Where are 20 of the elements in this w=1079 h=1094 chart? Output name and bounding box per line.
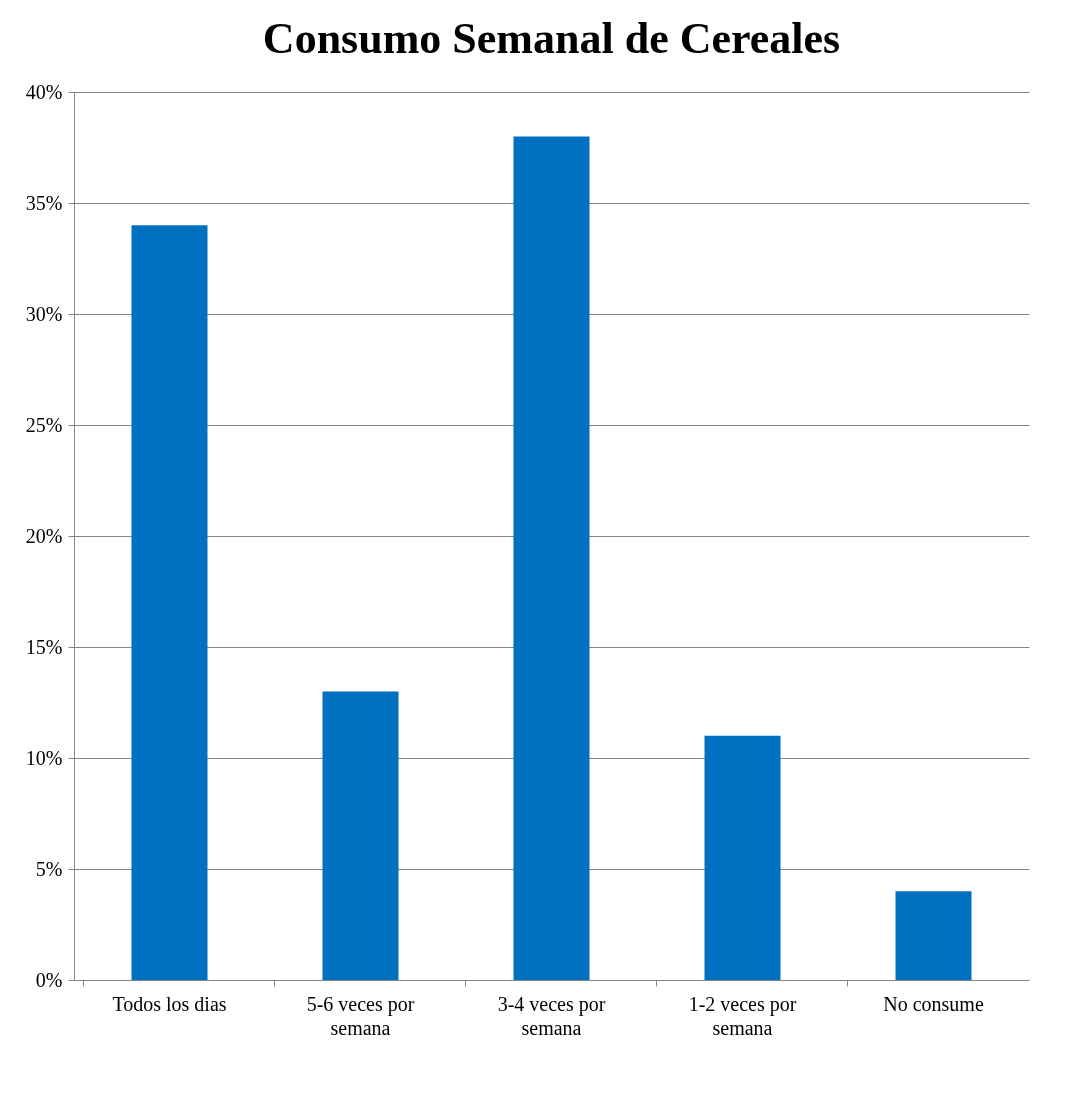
x-tick-label: 3-4 veces por semana bbox=[497, 992, 606, 1039]
x-tick-label: Todos los dias bbox=[112, 992, 227, 1015]
bar bbox=[131, 225, 208, 980]
y-tick-label: 25% bbox=[25, 413, 63, 436]
x-tick-label: 5-6 veces por semana bbox=[306, 992, 415, 1039]
bar bbox=[704, 735, 781, 980]
y-tick-label: 15% bbox=[25, 635, 63, 658]
x-tick-label: No consume bbox=[883, 992, 984, 1015]
bar bbox=[513, 136, 590, 980]
bar bbox=[895, 891, 972, 980]
bar bbox=[322, 691, 399, 980]
y-tick-label: 35% bbox=[25, 191, 63, 214]
y-tick-label: 10% bbox=[25, 746, 63, 769]
y-tick-label: 5% bbox=[35, 857, 63, 880]
chart-title: Consumo Semanal de Cereales bbox=[262, 14, 841, 63]
x-tick-label: 1-2 veces por semana bbox=[688, 992, 797, 1039]
y-tick-label: 0% bbox=[35, 968, 63, 991]
y-tick-label: 40% bbox=[25, 80, 63, 103]
y-tick-label: 30% bbox=[25, 302, 63, 325]
y-tick-label: 20% bbox=[25, 524, 63, 547]
